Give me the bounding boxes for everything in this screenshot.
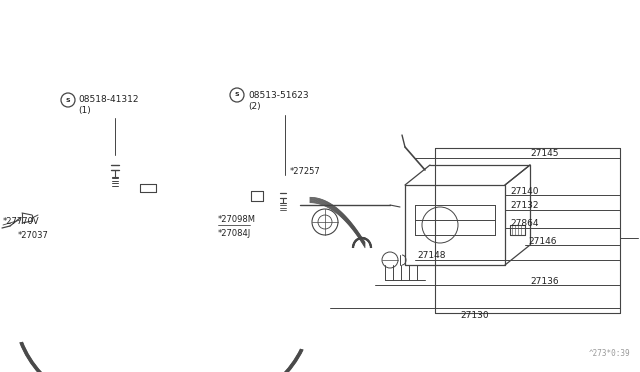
Text: *27084J: *27084J <box>218 230 252 238</box>
Text: 08513-51623: 08513-51623 <box>248 90 308 99</box>
Text: *27770V: *27770V <box>3 218 40 227</box>
Text: 27145: 27145 <box>530 148 559 157</box>
Text: 27146: 27146 <box>528 237 557 246</box>
Text: *27257: *27257 <box>290 167 321 176</box>
Text: *27037: *27037 <box>18 231 49 240</box>
Text: 27136: 27136 <box>530 276 559 285</box>
Text: 27864: 27864 <box>510 219 538 228</box>
Text: S: S <box>235 93 239 97</box>
Text: 27148: 27148 <box>417 251 445 260</box>
Text: *27098M: *27098M <box>218 215 256 224</box>
Text: ^273*0:39: ^273*0:39 <box>588 349 630 358</box>
Text: 27130: 27130 <box>460 311 488 320</box>
Text: 27140: 27140 <box>510 186 538 196</box>
Text: 08518-41312: 08518-41312 <box>78 96 138 105</box>
Text: 27132: 27132 <box>510 202 538 211</box>
Text: S: S <box>66 97 70 103</box>
Text: (1): (1) <box>78 106 91 115</box>
Text: (2): (2) <box>248 103 260 112</box>
